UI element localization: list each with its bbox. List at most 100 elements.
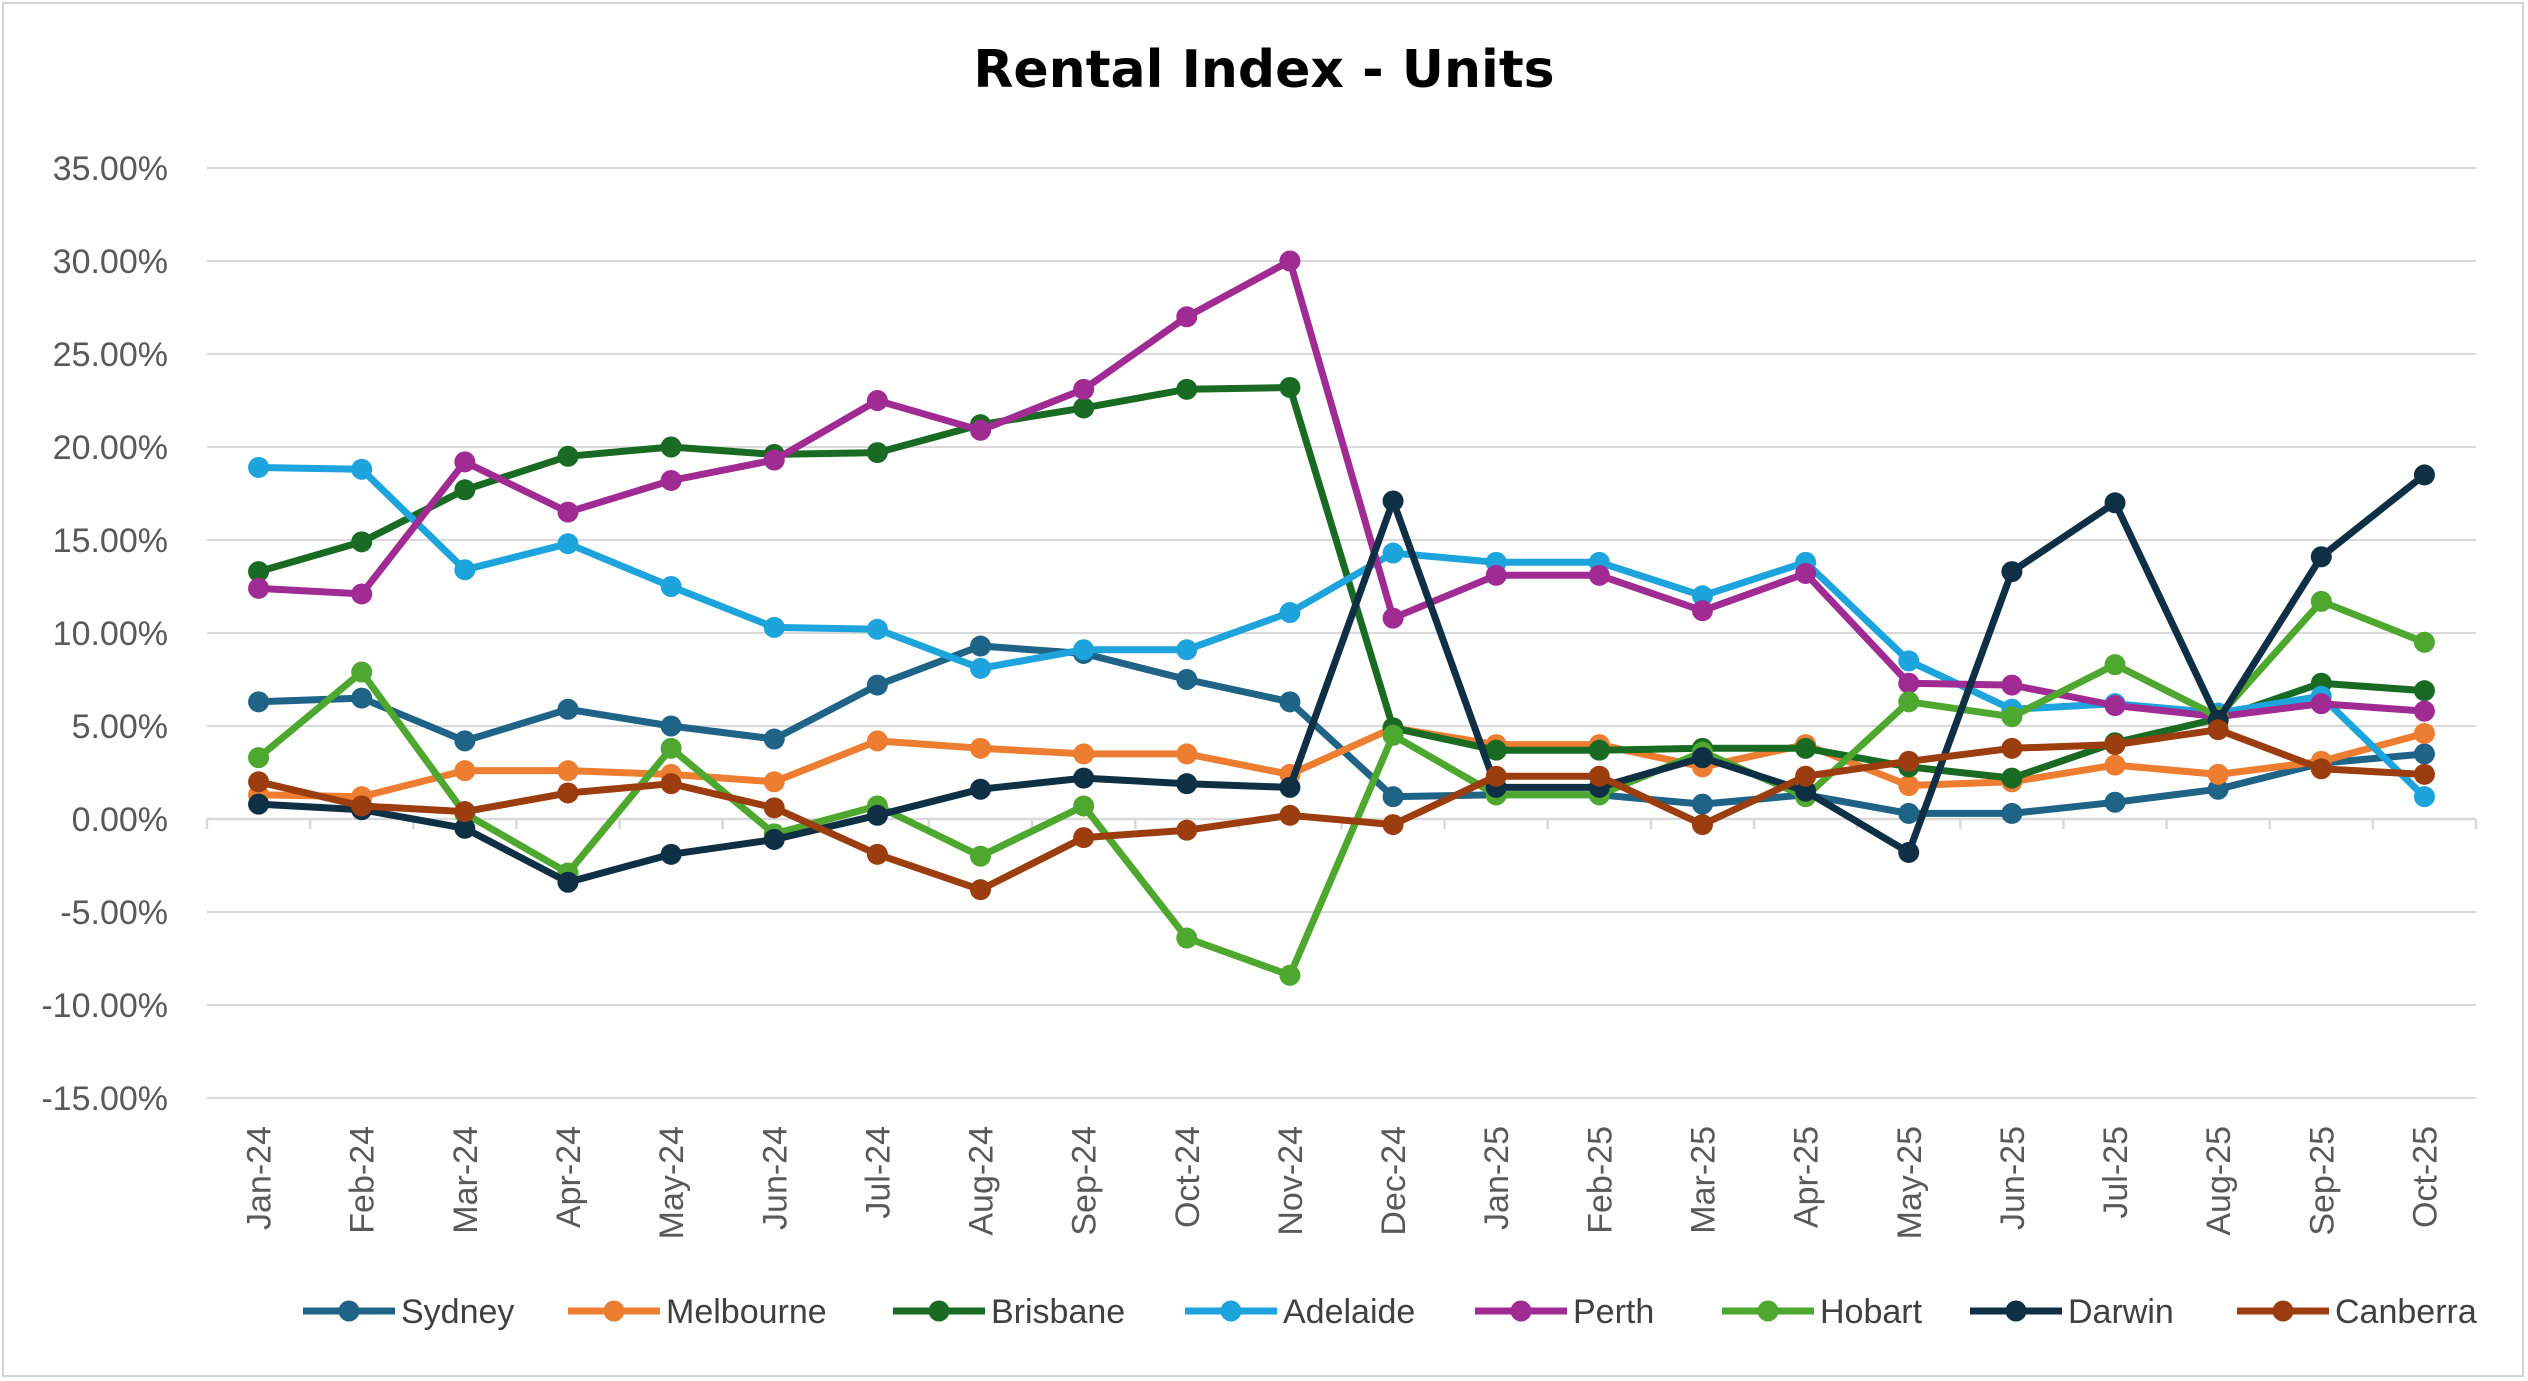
data-point xyxy=(1898,672,1920,694)
data-point xyxy=(1176,819,1198,841)
data-point xyxy=(1279,804,1301,826)
data-point xyxy=(454,760,476,782)
y-tick-label: -15.00% xyxy=(41,1080,168,1118)
data-point xyxy=(1279,964,1301,986)
y-tick-label: 0.00% xyxy=(72,801,168,839)
series-lines xyxy=(248,250,2435,986)
x-tick-label: Oct-24 xyxy=(1169,1126,1207,1228)
data-point xyxy=(1382,814,1404,836)
data-point xyxy=(2104,791,2126,813)
x-tick-label: Jul-25 xyxy=(2097,1126,2135,1219)
legend-item-hobart: Hobart xyxy=(1722,1293,1923,1331)
data-point xyxy=(1691,600,1713,622)
data-point xyxy=(2104,492,2126,514)
data-point xyxy=(454,730,476,752)
data-point xyxy=(248,577,270,599)
data-point xyxy=(557,871,579,893)
data-point xyxy=(1898,650,1920,672)
data-point xyxy=(2104,654,2126,676)
data-point xyxy=(1382,724,1404,746)
y-tick-label: 10.00% xyxy=(53,615,168,653)
data-point xyxy=(1898,691,1920,713)
data-point xyxy=(2001,706,2023,728)
data-point xyxy=(2413,743,2435,765)
data-point xyxy=(351,531,373,553)
y-tick-label: 35.00% xyxy=(53,150,168,188)
data-point xyxy=(1691,814,1713,836)
data-point xyxy=(557,445,579,467)
data-point xyxy=(1795,737,1817,759)
x-tick-label: Nov-24 xyxy=(1272,1126,1310,1236)
data-point xyxy=(1485,739,1507,761)
data-point xyxy=(1795,765,1817,787)
data-point xyxy=(970,657,992,679)
series-line xyxy=(255,597,2428,979)
data-point xyxy=(557,698,579,720)
data-point xyxy=(866,843,888,865)
legend-swatch-marker xyxy=(603,1300,625,1322)
data-point xyxy=(1279,376,1301,398)
legend-item-canberra: Canberra xyxy=(2237,1293,2477,1331)
legend-swatch-marker xyxy=(1757,1300,1779,1322)
data-point xyxy=(1382,542,1404,564)
x-tick-label: Feb-25 xyxy=(1581,1126,1619,1234)
y-tick-label: -5.00% xyxy=(60,894,168,932)
x-tick-label: Apr-25 xyxy=(1788,1126,1826,1228)
legend-swatch-marker xyxy=(2005,1300,2027,1322)
x-tick-label: Aug-25 xyxy=(2200,1126,2238,1236)
series-line xyxy=(255,257,2428,721)
x-tick-label: Apr-24 xyxy=(550,1126,588,1228)
y-tick-label: 15.00% xyxy=(53,522,168,560)
data-point xyxy=(1485,564,1507,586)
y-tick-label: -10.00% xyxy=(41,987,168,1025)
legend-swatch-marker xyxy=(1220,1300,1242,1322)
data-point xyxy=(351,583,373,605)
data-point xyxy=(1279,250,1301,272)
data-point xyxy=(2310,693,2332,715)
data-point xyxy=(557,760,579,782)
legend-swatch-marker xyxy=(338,1300,360,1322)
data-point xyxy=(970,879,992,901)
data-point xyxy=(248,691,270,713)
data-point xyxy=(1176,669,1198,690)
legend-item-sydney: Sydney xyxy=(303,1293,514,1331)
data-point xyxy=(454,817,476,839)
data-point xyxy=(454,451,476,473)
y-tick-label: 5.00% xyxy=(72,708,168,746)
x-tick-label: Mar-25 xyxy=(1684,1126,1722,1234)
series-line xyxy=(255,384,2428,782)
data-point xyxy=(1073,378,1095,400)
x-tick-label: Jan-25 xyxy=(1478,1126,1516,1230)
data-point xyxy=(248,561,270,583)
data-point xyxy=(866,804,888,826)
data-point xyxy=(2413,722,2435,744)
data-point xyxy=(1898,775,1920,797)
legend-swatch-marker xyxy=(2272,1300,2294,1322)
data-point xyxy=(2207,719,2229,741)
data-point xyxy=(248,456,270,478)
y-tick-label: 25.00% xyxy=(53,336,168,374)
legend: Sydney Melbourne Brisbane Adelaide Perth Hoba… xyxy=(303,1293,2477,1331)
data-point xyxy=(660,773,682,795)
data-point xyxy=(2310,590,2332,612)
data-point xyxy=(1176,773,1198,795)
data-point xyxy=(970,845,992,867)
chart-title: Rental Index - Units xyxy=(973,40,1555,100)
data-point xyxy=(2413,700,2435,722)
data-point xyxy=(454,801,476,823)
legend-label: Brisbane xyxy=(991,1293,1125,1331)
data-point xyxy=(557,533,579,555)
data-point xyxy=(454,479,476,501)
data-point xyxy=(660,737,682,759)
data-point xyxy=(2001,674,2023,696)
legend-item-adelaide: Adelaide xyxy=(1185,1293,1415,1331)
data-point xyxy=(2207,763,2229,785)
legend-label: Sydney xyxy=(401,1293,514,1331)
data-point xyxy=(2413,680,2435,702)
data-point xyxy=(2207,778,2229,800)
data-point xyxy=(1073,743,1095,765)
data-point xyxy=(866,674,888,696)
data-point xyxy=(1382,607,1404,629)
legend-label: Perth xyxy=(1573,1293,1654,1331)
